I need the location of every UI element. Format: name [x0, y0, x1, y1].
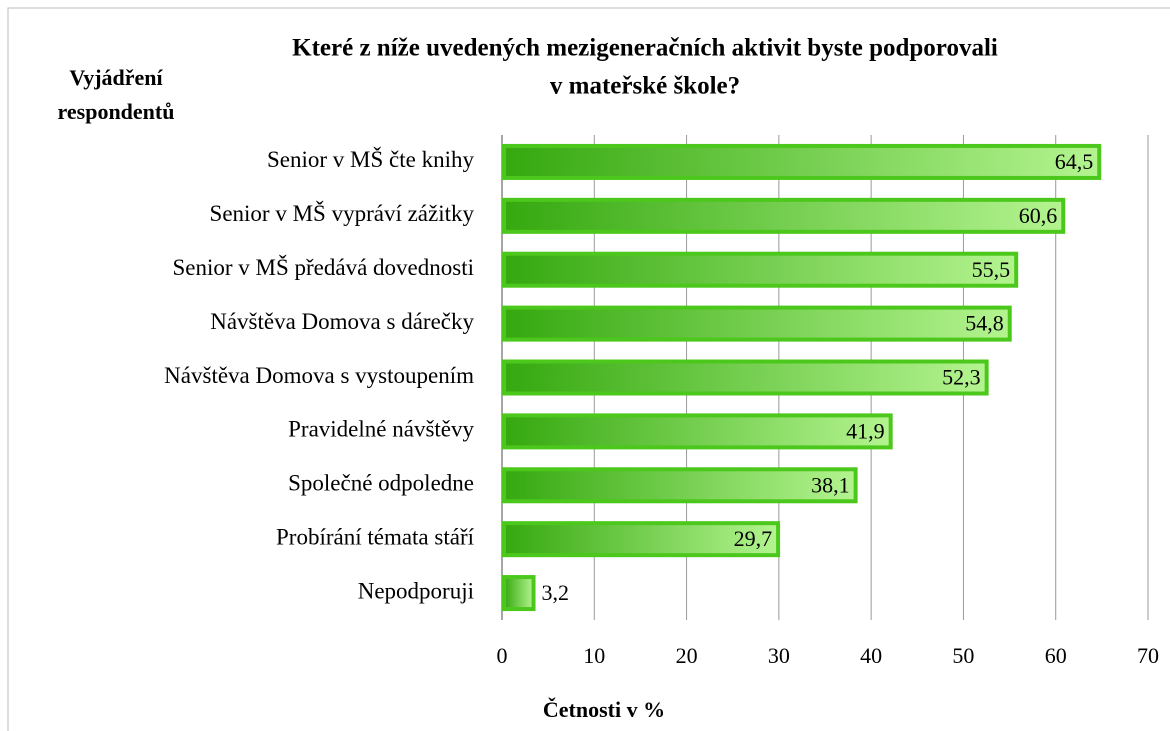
frame — [7, 7, 1170, 731]
x-tick-label: 10 — [583, 643, 605, 668]
x-tick-label: 60 — [1045, 643, 1067, 668]
y-tick-label: Společné odpoledne — [288, 471, 474, 496]
chart-title: Které z níže uvedených mezigeneračních a… — [292, 35, 998, 62]
bar — [502, 575, 536, 612]
y-tick-label: Návštěva Domova s vystoupením — [164, 363, 474, 388]
x-tick-label: 40 — [860, 643, 882, 668]
x-tick-label: 50 — [952, 643, 974, 668]
x-tick-label: 0 — [497, 643, 508, 668]
y-tick-label: Pravidelné návštěvy — [288, 417, 474, 442]
bar — [502, 197, 1066, 234]
bar — [502, 359, 989, 396]
value-label: 3,2 — [542, 580, 570, 605]
bar — [502, 143, 1102, 180]
chart-title: v mateřské škole? — [550, 73, 740, 100]
value-label: 41,9 — [846, 418, 885, 443]
x-tick-label: 70 — [1137, 643, 1159, 668]
y-axis-title: respondentů — [58, 99, 175, 124]
value-label: 54,8 — [965, 311, 1004, 336]
value-label: 52,3 — [942, 365, 981, 390]
bar — [502, 251, 1019, 288]
y-tick-label: Probírání témata stáří — [276, 524, 475, 549]
x-tick-label: 30 — [768, 643, 790, 668]
bar — [502, 305, 1012, 342]
y-tick-label: Senior v MŠ předává dovednosti — [172, 254, 474, 280]
bar — [502, 521, 781, 558]
value-label: 29,7 — [734, 526, 773, 551]
y-tick-label: Senior v MŠ vypráví zážitky — [210, 200, 475, 226]
y-tick-label: Nepodporuji — [358, 578, 474, 603]
x-axis-title: Četnosti v % — [543, 697, 665, 722]
bar — [502, 467, 858, 504]
y-axis-title: Vyjádření — [69, 65, 163, 90]
bar — [502, 413, 893, 450]
value-label: 64,5 — [1055, 149, 1094, 174]
value-label: 38,1 — [811, 472, 850, 497]
x-tick-label: 20 — [676, 643, 698, 668]
y-tick-label: Senior v MŠ čte knihy — [267, 146, 474, 172]
value-label: 55,5 — [972, 257, 1011, 282]
y-tick-label: Návštěva Domova s dárečky — [210, 309, 474, 334]
value-label: 60,6 — [1019, 203, 1058, 228]
